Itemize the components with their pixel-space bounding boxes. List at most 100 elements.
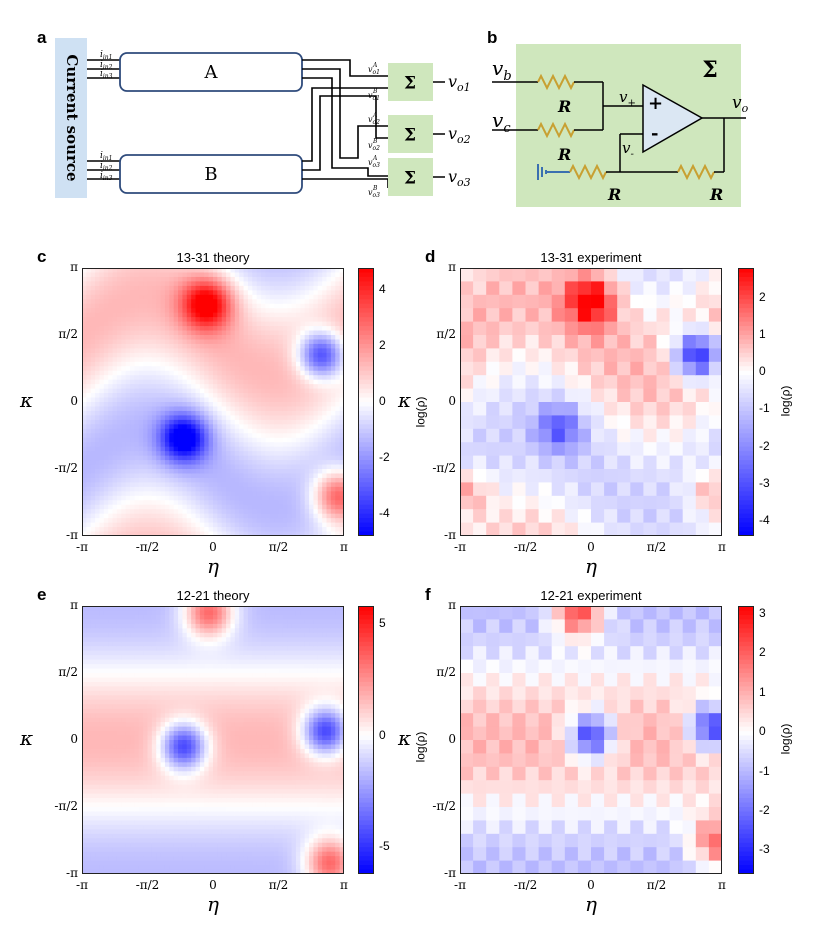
heatmap-cell: [512, 469, 527, 483]
heatmap-cell: [274, 343, 280, 349]
heatmap-cell: [125, 802, 131, 808]
heatmap-cell: [339, 491, 344, 497]
heatmap-cell: [173, 491, 179, 497]
heatmap-cell: [108, 673, 114, 679]
heatmap-cell: [460, 268, 474, 282]
heatmap-cell: [112, 753, 118, 759]
heatmap-cell: [160, 477, 166, 483]
heatmap-cell: [173, 397, 179, 403]
heatmap-cell: [551, 415, 566, 430]
heatmap-cell: [103, 632, 109, 638]
heatmap-cell: [90, 780, 96, 786]
heatmap-cell: [304, 527, 310, 533]
heatmap-cell: [86, 437, 92, 443]
heatmap-cell: [130, 606, 135, 612]
heatmap-cell: [125, 482, 131, 488]
heatmap-cell: [278, 397, 284, 403]
heatmap-cell: [669, 495, 684, 510]
heatmap-cell: [112, 762, 118, 768]
heatmap-cell: [191, 437, 197, 443]
heatmap-cell: [274, 268, 280, 274]
heatmap-cell: [121, 833, 127, 839]
heatmap-cell: [103, 451, 109, 457]
heatmap-cell: [199, 442, 205, 448]
heatmap-cell: [304, 518, 310, 524]
heatmap-cell: [186, 464, 192, 470]
heatmap-cell: [317, 335, 323, 341]
heatmap-cell: [261, 312, 266, 318]
heatmap-cell: [643, 495, 658, 510]
heatmap-cell: [309, 348, 315, 354]
heatmap-cell: [121, 276, 127, 282]
heatmap-cell: [143, 343, 149, 349]
heatmap-cell: [90, 847, 96, 853]
heatmap-cell: [643, 388, 658, 403]
heatmap-cell: [213, 442, 218, 448]
heatmap-cell: [99, 637, 105, 643]
heatmap-cell: [195, 500, 201, 506]
heatmap-cell: [134, 518, 140, 524]
heatmap-cell: [82, 824, 87, 830]
heatmap-cell: [112, 455, 118, 461]
heatmap-cell: [121, 847, 127, 853]
heatmap-cell: [164, 419, 170, 425]
heatmap-cell: [204, 473, 210, 479]
heatmap-cell: [313, 495, 319, 501]
heatmap-cell: [103, 704, 109, 710]
heatmap-cell: [291, 469, 297, 475]
heatmap-cell: [499, 522, 513, 536]
heatmap-cell: [221, 370, 227, 376]
heatmap-cell: [112, 775, 118, 781]
heatmap-cell: [199, 370, 205, 376]
heatmap-cell: [247, 433, 253, 439]
heatmap-cell: [143, 321, 149, 327]
heatmap-cell: [287, 482, 293, 488]
heatmap-cell: [591, 522, 605, 536]
heatmap-cell: [217, 491, 223, 497]
heatmap-cell: [86, 317, 92, 323]
heatmap-cell: [90, 473, 96, 479]
heatmap-cell: [282, 531, 288, 536]
heatmap-cell: [160, 410, 166, 416]
heatmap-cell: [317, 393, 323, 399]
heatmap-cell: [86, 393, 92, 399]
heatmap-cell: [103, 473, 109, 479]
heatmap-cell: [151, 276, 157, 282]
heatmap-cell: [239, 375, 245, 381]
panel-label-e: e: [37, 585, 47, 604]
heatmap-cell: [112, 704, 118, 710]
heatmap-cell: [138, 379, 144, 385]
heatmap-cell: [252, 460, 258, 466]
heatmap-cell: [156, 406, 162, 412]
colorbar-tick-label: -3: [759, 475, 770, 490]
heatmap-cell: [252, 281, 258, 287]
heatmap-cell: [182, 424, 188, 430]
heatmap-cell: [265, 424, 271, 430]
heatmap-cell: [230, 281, 236, 287]
heatmap-cell: [103, 748, 109, 754]
heatmap-cell: [95, 415, 101, 421]
heatmap-cell: [499, 321, 513, 336]
heatmap-cell: [239, 473, 245, 479]
heatmap-cell: [121, 509, 127, 515]
heatmap-cell: [669, 442, 684, 457]
heatmap-cell: [239, 290, 245, 296]
heatmap-cell: [339, 397, 344, 403]
heatmap-cell: [125, 419, 131, 425]
heatmap-cell: [134, 664, 140, 670]
heatmap-cell: [669, 415, 684, 430]
heatmap-cell: [130, 811, 135, 817]
heatmap-cell: [309, 504, 315, 510]
heatmap-cell: [291, 348, 297, 354]
heatmap-cell: [86, 740, 92, 746]
heatmap-cell: [156, 446, 162, 452]
heatmap-cell: [191, 294, 197, 300]
heatmap-cell: [156, 281, 162, 287]
heatmap-cell: [309, 339, 315, 345]
heatmap-cell: [208, 317, 214, 323]
heatmap-cell: [156, 285, 162, 291]
heatmap-cell: [82, 343, 87, 349]
heatmap-cell: [125, 793, 131, 799]
heatmap-cell: [669, 469, 684, 483]
heatmap-cell: [256, 375, 262, 381]
